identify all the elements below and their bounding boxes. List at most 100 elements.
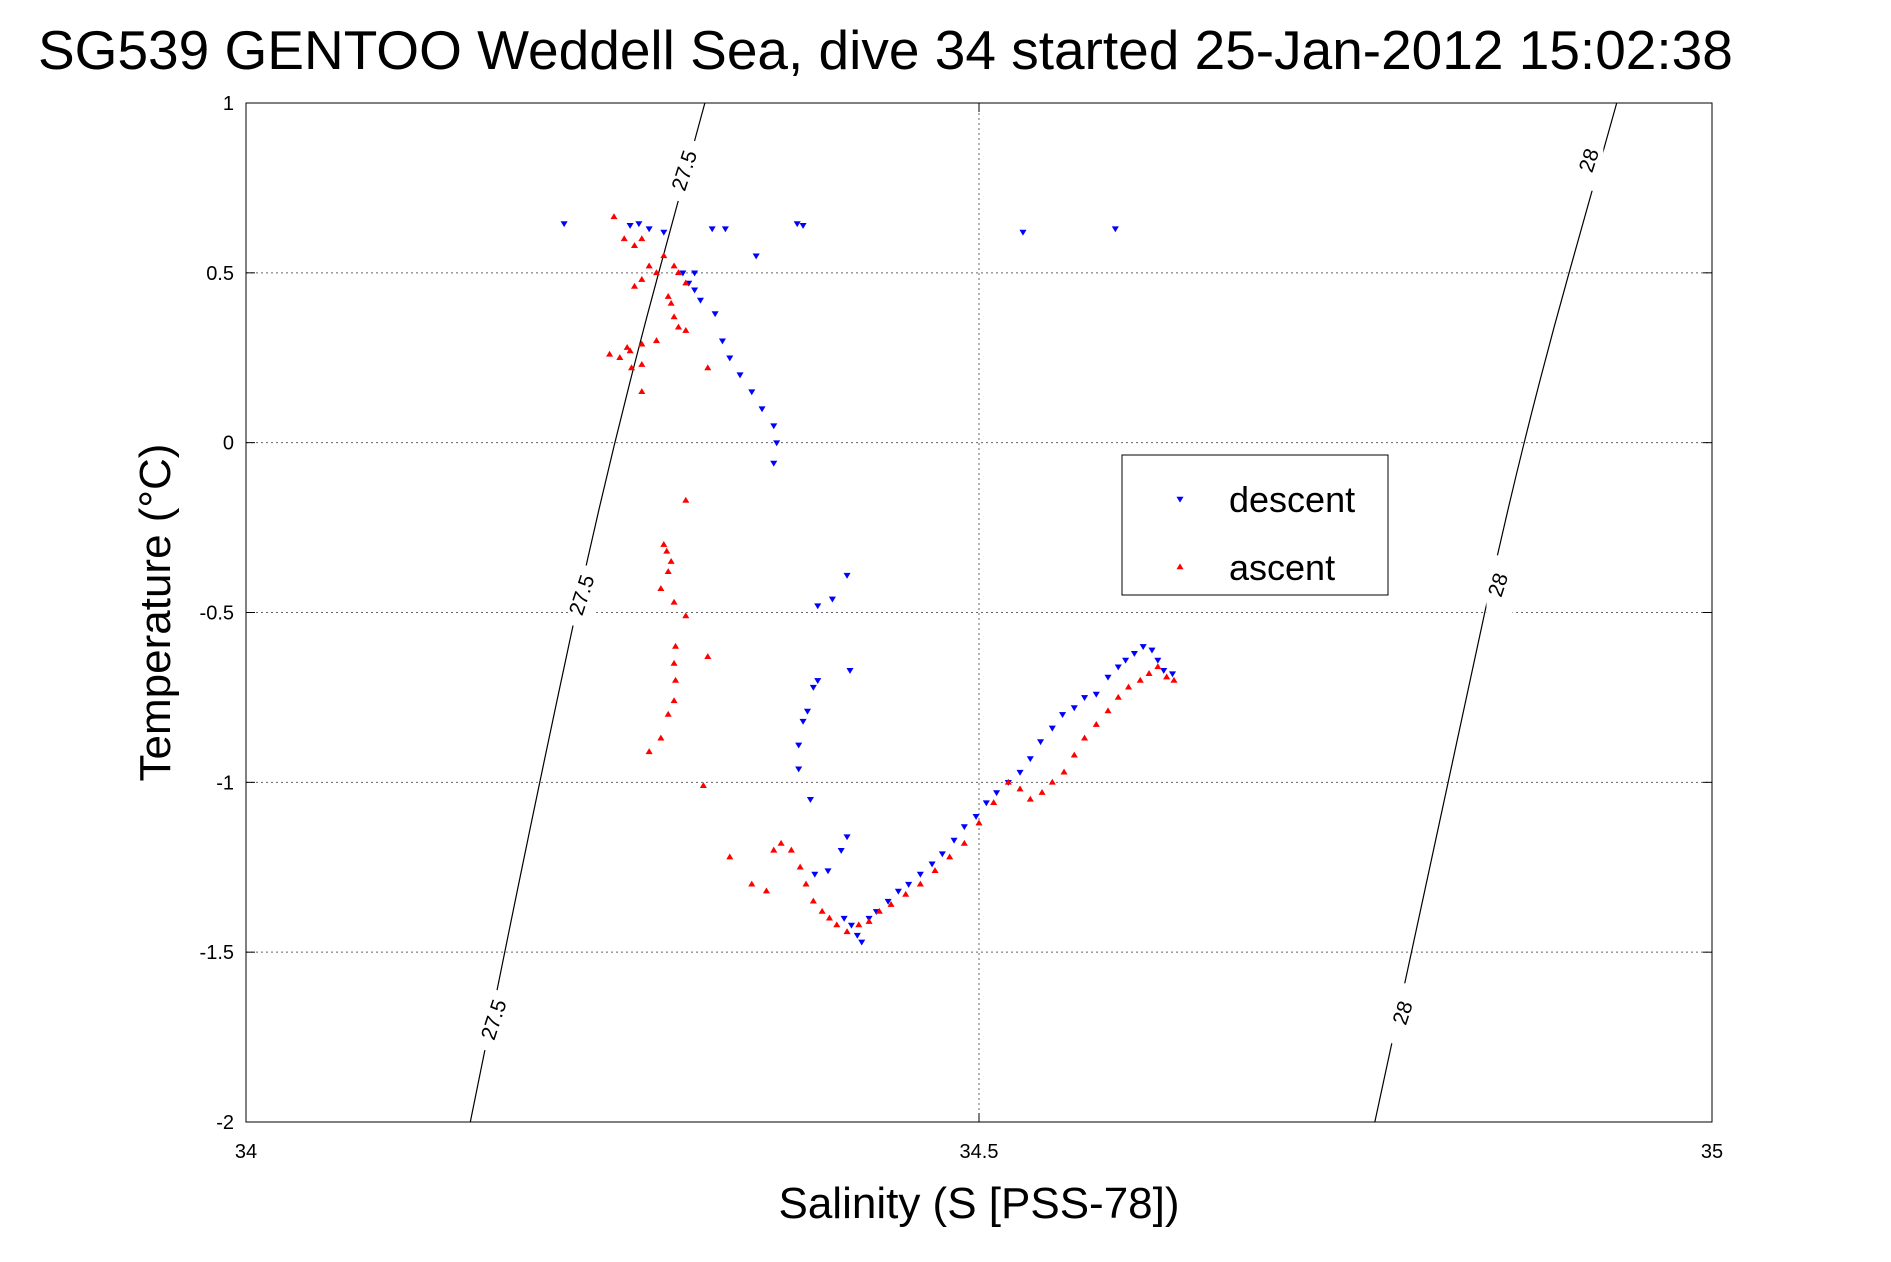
descent-point — [828, 596, 836, 603]
y-axis-label: Temperature (°C) — [131, 444, 180, 782]
contour-label-bg — [1486, 555, 1513, 616]
ascent-point — [975, 819, 983, 826]
ascent-point — [902, 890, 910, 897]
descent-point — [799, 718, 807, 725]
ascent-point — [1092, 721, 1100, 727]
descent-point — [938, 851, 946, 858]
ascent-point — [630, 242, 639, 248]
descent-point — [626, 222, 634, 229]
descent-point — [853, 932, 861, 939]
ascent-point — [1060, 768, 1068, 775]
legend-marker-ascent — [1176, 563, 1184, 570]
y-tick-label: -1 — [216, 772, 234, 794]
grid-layer — [246, 103, 1712, 1122]
descent-point — [758, 406, 766, 413]
ascent-point — [657, 585, 665, 592]
ascent-point — [630, 282, 639, 289]
ascent-point — [682, 326, 690, 333]
descent-point — [660, 229, 668, 236]
ascent-point — [960, 839, 968, 846]
ascent-point — [638, 360, 646, 367]
descent-point — [1111, 226, 1119, 233]
descent-point — [795, 742, 803, 749]
y-tick-label: -2 — [216, 1112, 234, 1134]
ascent-point — [682, 279, 690, 286]
descent-point — [1037, 739, 1045, 746]
descent-point — [1160, 667, 1168, 674]
ascent-point — [645, 262, 653, 269]
contour-label-bg — [672, 140, 699, 201]
ascent-point — [670, 313, 678, 320]
ascent-point — [672, 642, 680, 649]
ascent-point — [931, 867, 939, 873]
ascent-point — [704, 364, 712, 371]
ascent-point — [825, 914, 833, 921]
descent-point — [736, 372, 744, 379]
y-tick-label: 0 — [223, 433, 234, 455]
ascent-point — [1026, 795, 1034, 802]
ascent-point — [663, 547, 671, 554]
descent-point — [1114, 664, 1122, 671]
ascent-point — [809, 897, 817, 904]
descent-point — [1026, 756, 1034, 763]
contour-label-bg — [1577, 130, 1604, 191]
descent-point — [846, 667, 854, 674]
ascent-point — [660, 540, 668, 547]
contour-label-bg — [482, 990, 509, 1051]
ascent-point — [606, 350, 614, 357]
legend-label-ascent: ascent — [1229, 547, 1335, 588]
ascent-point — [843, 928, 851, 935]
ascent-point — [946, 853, 954, 860]
ascent-point — [887, 901, 895, 907]
descent-point — [793, 221, 801, 228]
descent-point — [679, 270, 687, 277]
tick-layer: 34 34.5 35 1 0.5 0 -0.5 -1 -1.5 -2 — [200, 93, 1724, 1163]
descent-point — [843, 834, 851, 841]
y-tick-label: -1.5 — [200, 942, 234, 964]
contour-label-bg — [1391, 983, 1418, 1044]
descent-point — [972, 813, 980, 820]
descent-point — [721, 226, 729, 233]
descent-point — [1130, 650, 1138, 657]
ascent-point — [670, 697, 678, 704]
descent-point — [1070, 705, 1078, 712]
descent-point — [770, 423, 778, 430]
descent-point — [993, 790, 1001, 797]
ascent-point — [682, 612, 690, 619]
descent-point — [982, 800, 990, 807]
ascent-point — [670, 262, 678, 269]
ascent-point — [664, 293, 672, 299]
contour-label-bg — [570, 565, 597, 626]
descent-point — [809, 684, 817, 691]
descent-point — [814, 678, 822, 685]
descent-point — [795, 766, 803, 773]
ascent-point — [645, 748, 653, 755]
ascent-point — [1104, 707, 1112, 714]
descent-point — [840, 915, 848, 922]
ascent-point — [796, 863, 804, 870]
ascent-point — [620, 235, 628, 242]
descent-point — [711, 311, 719, 318]
ascent-point — [660, 252, 668, 259]
ascent-point — [664, 710, 672, 717]
ascent-point — [787, 846, 795, 853]
ascent-point — [674, 269, 682, 276]
ascent-point — [1081, 734, 1089, 741]
legend-marker-descent — [1176, 496, 1184, 503]
descent-point — [824, 868, 832, 875]
ascent-point — [855, 921, 863, 928]
ascent-point — [777, 839, 785, 846]
series-ascent — [606, 213, 1178, 935]
descent-point — [843, 572, 851, 579]
ascent-point — [865, 918, 873, 924]
descent-point — [814, 603, 822, 610]
x-tick-label: 35 — [1701, 1141, 1723, 1163]
series-descent — [560, 221, 1177, 946]
ascent-point — [1070, 751, 1078, 758]
ascent-point — [672, 676, 680, 683]
descent-point — [560, 221, 568, 228]
ascent-point — [652, 337, 661, 344]
descent-point — [708, 226, 716, 233]
ascent-point — [770, 846, 778, 853]
